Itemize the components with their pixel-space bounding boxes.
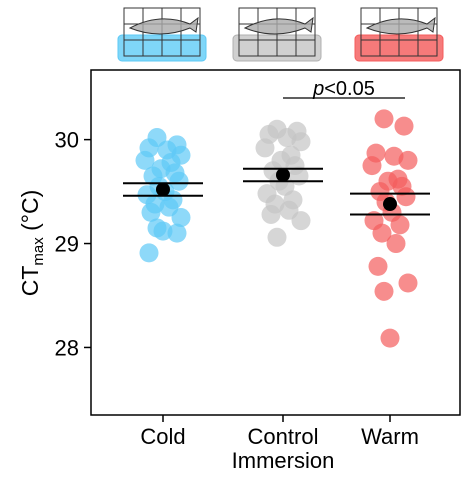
- data-point: [374, 281, 394, 301]
- y-tick-label: 29: [55, 232, 79, 257]
- data-point: [167, 223, 187, 243]
- x-tick-label: Warm: [361, 424, 419, 449]
- plot-frame: [90, 69, 461, 416]
- data-point: [261, 204, 281, 224]
- y-label-unit: (°C): [17, 190, 43, 238]
- mean-point: [156, 182, 170, 197]
- data-point: [396, 187, 416, 207]
- significance-label: p<0.05: [312, 78, 375, 100]
- data-point: [372, 223, 392, 243]
- data-point: [362, 156, 382, 176]
- data-point: [386, 234, 406, 254]
- x-tick-label: Cold: [140, 424, 186, 449]
- y-axis-label: CTmax (°C): [17, 190, 47, 297]
- y-tick-label: 30: [55, 128, 79, 153]
- data-point: [153, 221, 173, 241]
- data-point: [169, 171, 189, 191]
- data-point: [380, 328, 400, 348]
- p-threshold: <0.05: [324, 78, 375, 100]
- data-point: [374, 109, 394, 129]
- tank-icons: [117, 7, 444, 62]
- data-point: [368, 256, 388, 276]
- data-point: [139, 243, 159, 263]
- data-point: [398, 150, 418, 170]
- data-point: [390, 215, 410, 235]
- data-point: [141, 202, 161, 222]
- data-point: [135, 150, 155, 170]
- data-point: [255, 138, 275, 158]
- mean-point: [276, 167, 290, 182]
- data-point: [291, 132, 311, 152]
- data-point: [291, 211, 311, 231]
- data-point: [398, 273, 418, 293]
- y-label-sub: max: [30, 237, 47, 266]
- data-point: [394, 116, 414, 136]
- x-tick-label: Control Immersion: [231, 424, 335, 473]
- y-label-main: CT: [17, 266, 43, 297]
- p-symbol: p: [312, 78, 324, 100]
- data-point: [267, 227, 287, 247]
- data-point: [171, 208, 191, 228]
- mean-point: [383, 197, 397, 212]
- y-tick-label: 28: [55, 335, 79, 360]
